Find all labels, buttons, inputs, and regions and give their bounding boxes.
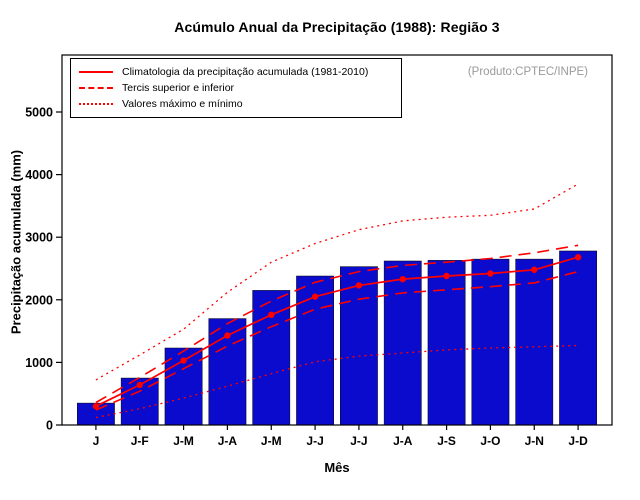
legend-label-climatologia: Climatologia da precipitação acumulada (… <box>122 66 369 78</box>
bar-J-J-6 <box>340 266 378 426</box>
x-axis-tick-label: J <box>93 434 100 448</box>
chart-title: Acúmulo Anual da Precipitação (1988): Re… <box>174 19 500 35</box>
bar-J-A-7 <box>383 260 422 426</box>
y-axis-tick-label: 5000 <box>25 106 53 120</box>
x-axis-tick-label: J-D <box>568 434 588 448</box>
solid-line-icon <box>79 71 113 73</box>
dashed-line-icon <box>79 87 113 89</box>
y-axis-tick-label: 0 <box>46 419 53 433</box>
series-line-tercil-superior <box>95 244 579 404</box>
series-line-m-ximo <box>95 183 579 381</box>
y-axis-tick-label: 1000 <box>25 356 53 370</box>
x-axis-tick-label: J-O <box>480 434 500 448</box>
x-axis-tick-label: J-A <box>218 434 238 448</box>
series-marker <box>268 311 275 319</box>
series-marker <box>180 357 187 364</box>
y-axis-tick-label: 3000 <box>25 231 53 245</box>
series-marker <box>399 275 406 283</box>
series-line-m-nimo <box>95 344 579 419</box>
bar-J-M-4 <box>252 290 291 426</box>
x-axis-tick-label: J-N <box>525 434 544 448</box>
series-marker <box>136 381 143 389</box>
series-marker <box>92 403 100 410</box>
series-marker <box>531 266 538 273</box>
y-axis-tick-label: 2000 <box>25 293 53 307</box>
series-marker <box>487 270 494 277</box>
bar-J-D-11 <box>559 250 597 426</box>
bar-J-S-8 <box>427 260 466 426</box>
x-axis-title: Mês <box>324 460 350 475</box>
bar-J-J-5 <box>296 275 334 426</box>
series-marker <box>355 282 363 289</box>
legend-label-tercis: Tercis superior e inferior <box>122 82 235 94</box>
series-line-climatologia-da-precipita-o-acumulada-1981-2010- <box>95 256 579 407</box>
legend-item-max-min: Valores máximo e mínimo <box>79 96 393 112</box>
legend-item-tercis: Tercis superior e inferior <box>79 80 393 96</box>
dotted-line-icon <box>79 103 113 105</box>
legend-label-max-min: Valores máximo e mínimo <box>122 98 243 110</box>
x-axis-tick-label: J-M <box>261 434 282 448</box>
bar-J-N-10 <box>515 258 554 426</box>
x-axis-tick-label: J-F <box>131 434 149 448</box>
plot-border <box>61 54 613 426</box>
chart-legend: Climatologia da precipitação acumulada (… <box>70 58 402 118</box>
x-axis-tick-label: J-J <box>350 434 367 448</box>
product-source-label: (Produto:CPTEC/INPE) <box>467 66 588 78</box>
series-marker <box>224 332 231 339</box>
legend-item-climatologia: Climatologia da precipitação acumulada (… <box>79 64 393 80</box>
y-axis-title: Precipitação acumulada (mm) <box>8 149 24 335</box>
x-axis-tick-label: J-J <box>306 434 323 448</box>
bar-J-O-9 <box>471 258 510 426</box>
x-axis-tick-label: J-M <box>173 434 194 448</box>
series-marker <box>574 254 582 261</box>
series-marker <box>443 272 450 280</box>
y-axis-tick-label: 4000 <box>25 168 53 182</box>
series-line-tercil-inferior <box>95 270 579 411</box>
x-axis-tick-label: J-S <box>437 434 456 448</box>
series-marker <box>311 293 319 300</box>
x-axis-tick-label: J-A <box>393 434 413 448</box>
